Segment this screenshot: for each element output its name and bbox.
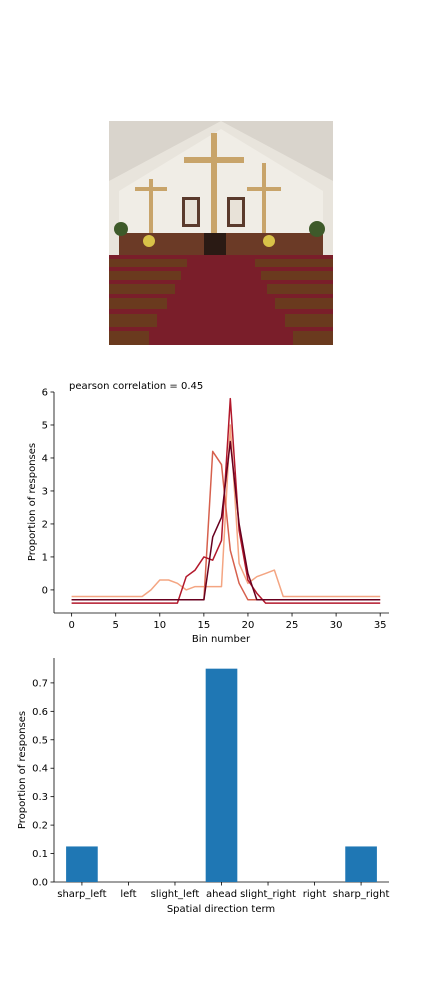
x-tick-label: slight_left [151, 889, 200, 900]
x-tick-label: 5 [113, 620, 119, 631]
y-tick-label: 0.6 [32, 707, 48, 718]
x-tick-label: slight_right [240, 889, 296, 900]
y-tick-label: 0.0 [32, 878, 48, 889]
x-tick-label: 30 [330, 620, 343, 631]
x-tick-label: 35 [374, 620, 387, 631]
chart-annotation: pearson correlation = 0.45 [69, 381, 203, 392]
x-tick-label: 0 [68, 620, 74, 631]
x-tick-label: ahead [206, 889, 237, 900]
bar-chart-xlabel: Spatial direction term [167, 904, 275, 915]
line-chart-axes: 0 5 10 15 20 25 30 35 0 1 2 3 4 5 6 [42, 388, 389, 631]
y-tick-label: 0 [42, 585, 48, 596]
line-chart: pearson correlation = 0.45 0 5 10 15 20 25 30 3… [27, 381, 389, 642]
x-tick-label: 10 [153, 620, 166, 631]
y-tick-label: 0.7 [32, 678, 48, 689]
y-tick-label: 0.4 [32, 764, 48, 775]
y-tick-label: 0.1 [32, 849, 48, 860]
y-tick-label: 5 [42, 420, 48, 431]
x-tick-label: 25 [286, 620, 299, 631]
y-tick-label: 4 [42, 453, 48, 464]
line-chart-series [71, 397, 381, 604]
x-tick-label: sharp_left [57, 889, 106, 900]
y-tick-label: 0.2 [32, 821, 48, 832]
x-tick-label: 15 [198, 620, 211, 631]
y-tick-label: 3 [42, 486, 48, 497]
y-tick-label: 1 [42, 552, 48, 563]
bar-ahead [205, 668, 238, 882]
bar-sharp_right [345, 846, 377, 882]
bar-chart-bars [66, 668, 377, 882]
series-line-3 [71, 397, 381, 604]
bar-chart: 0.0 0.1 0.2 0.3 0.4 0.5 0.6 0.7 sharp_left left sl… [17, 658, 390, 915]
y-tick-label: 0.5 [32, 735, 48, 746]
y-tick-label: 2 [42, 519, 48, 530]
line-chart-ylabel: Proportion of responses [27, 443, 38, 561]
bar-sharp_left [66, 846, 98, 882]
x-tick-label: right [303, 889, 327, 900]
x-tick-label: sharp_right [333, 889, 390, 900]
bar-chart-ylabel: Proportion of responses [17, 711, 28, 829]
x-tick-label: 20 [242, 620, 255, 631]
line-chart-xlabel: Bin number [192, 634, 251, 642]
x-tick-label: left [120, 889, 136, 900]
y-tick-label: 6 [42, 388, 48, 399]
church-interior-photo [109, 121, 333, 345]
y-tick-label: 0.3 [32, 792, 48, 803]
series-line-4 [71, 440, 381, 601]
